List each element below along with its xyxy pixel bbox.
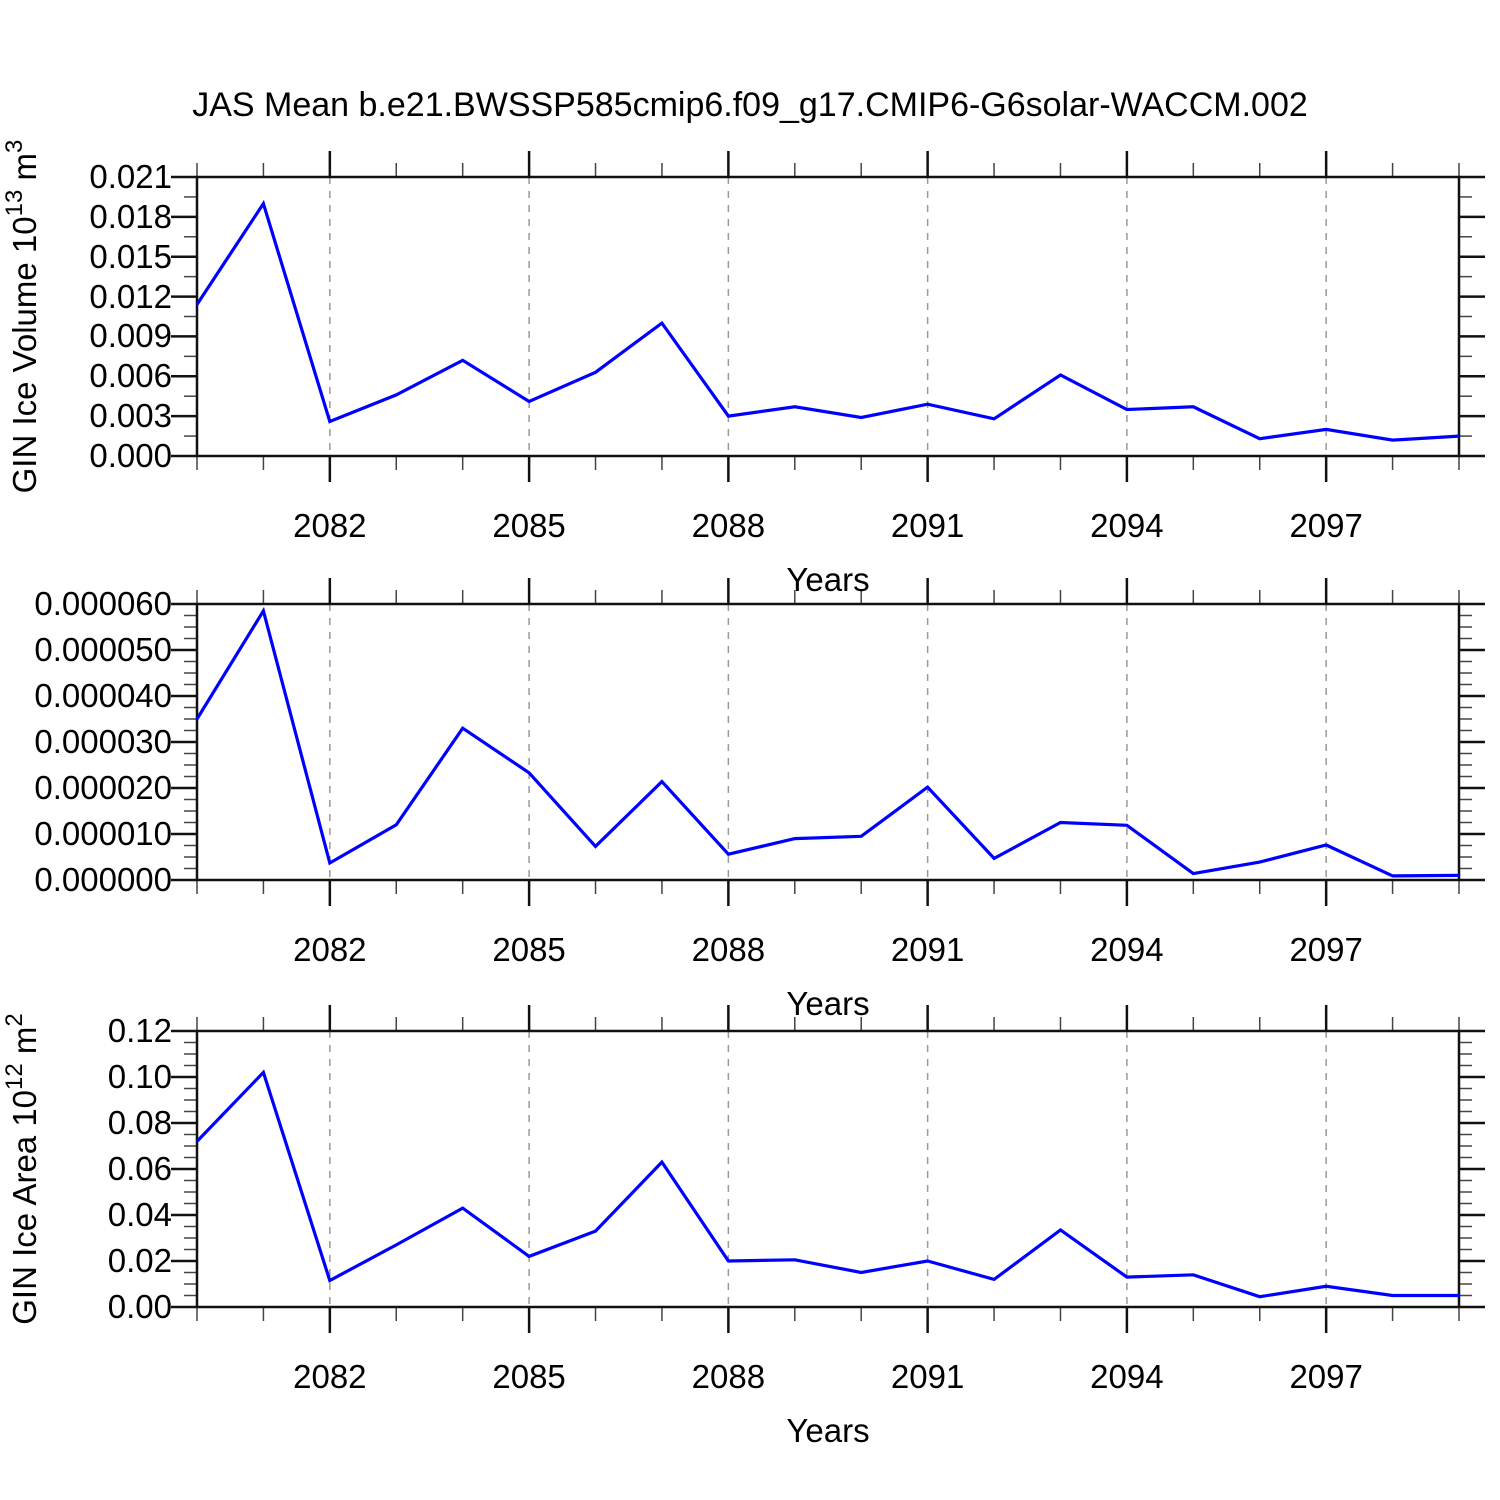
x-tick-label: 2097 bbox=[1289, 931, 1363, 968]
x-tick-label: 2091 bbox=[890, 931, 965, 968]
x-tick-label: 2091 bbox=[890, 1358, 965, 1395]
x-tick-label: 2097 bbox=[1289, 1358, 1363, 1395]
x-tick-label: 2091 bbox=[890, 507, 965, 544]
x-tick-label: 2088 bbox=[691, 931, 766, 968]
y-tick-label: 0.12 bbox=[107, 1012, 172, 1049]
plot-frame bbox=[195, 602, 1461, 882]
y-tick-label: 0.012 bbox=[89, 277, 172, 315]
y-tick-label: 0.06 bbox=[107, 1150, 172, 1187]
x-tick-label: 2097 bbox=[1289, 507, 1363, 544]
x-tick-label: 2085 bbox=[492, 931, 566, 968]
y-tick-label: 0.015 bbox=[89, 237, 172, 275]
y-tick-label: 0.02 bbox=[107, 1242, 172, 1279]
x-tick-label: 2082 bbox=[293, 931, 367, 968]
y-tick-label: 0.10 bbox=[107, 1058, 172, 1095]
y-tick-label: 0.08 bbox=[107, 1104, 172, 1141]
data-line bbox=[195, 606, 1460, 878]
y-tick-label: 0.000030 bbox=[34, 723, 172, 760]
y-tick-label: 0.009 bbox=[89, 317, 172, 355]
x-axis-label-years-panel-3: Years bbox=[786, 1412, 870, 1449]
y-tick-label: 0.000000 bbox=[34, 861, 172, 898]
data-line bbox=[195, 1069, 1459, 1299]
y-tick-label: 0.000010 bbox=[34, 815, 172, 852]
y-tick-label: 0.003 bbox=[89, 397, 172, 435]
y-tick-label: 0.00 bbox=[107, 1288, 172, 1325]
chart-title: JAS Mean b.e21.BWSSP585cmip6.f09_g17.CMI… bbox=[192, 86, 1308, 124]
y-axis-label: GIN Ice Area 1012 m2 bbox=[1, 1013, 43, 1325]
y-tick-label: 0.018 bbox=[89, 197, 172, 235]
data-line bbox=[195, 199, 1460, 442]
x-axis-label-years-panel-2: Years bbox=[786, 985, 870, 1022]
x-axis-label-years-panel-1: Years bbox=[786, 561, 870, 598]
x-tick-label: 2094 bbox=[1090, 931, 1164, 968]
y-tick-label: 0.000 bbox=[89, 437, 172, 474]
x-tick-label: 2082 bbox=[293, 507, 367, 544]
y-tick-label: 0.000020 bbox=[34, 769, 172, 806]
plot-frame bbox=[195, 1029, 1461, 1309]
y-tick-label: 0.021 bbox=[89, 158, 172, 195]
y-tick-label: 0.006 bbox=[89, 357, 172, 395]
y-tick-label: 0.000050 bbox=[34, 631, 172, 668]
x-tick-label: 2088 bbox=[691, 507, 766, 544]
x-tick-label: 2094 bbox=[1090, 1358, 1164, 1395]
y-tick-label: 0.04 bbox=[107, 1196, 172, 1233]
x-tick-label: 2082 bbox=[293, 1358, 367, 1395]
x-tick-label: 2094 bbox=[1090, 507, 1164, 544]
x-tick-label: 2085 bbox=[492, 1358, 566, 1395]
plot-frame bbox=[195, 175, 1461, 458]
y-tick-label: 0.000040 bbox=[34, 677, 172, 714]
y-tick-label: 0.000060 bbox=[34, 585, 172, 622]
x-tick-label: 2085 bbox=[492, 507, 566, 544]
x-tick-label: 2088 bbox=[691, 1358, 766, 1395]
y-axis-label: GIN Ice Volume 1013 m3 bbox=[1, 140, 43, 494]
